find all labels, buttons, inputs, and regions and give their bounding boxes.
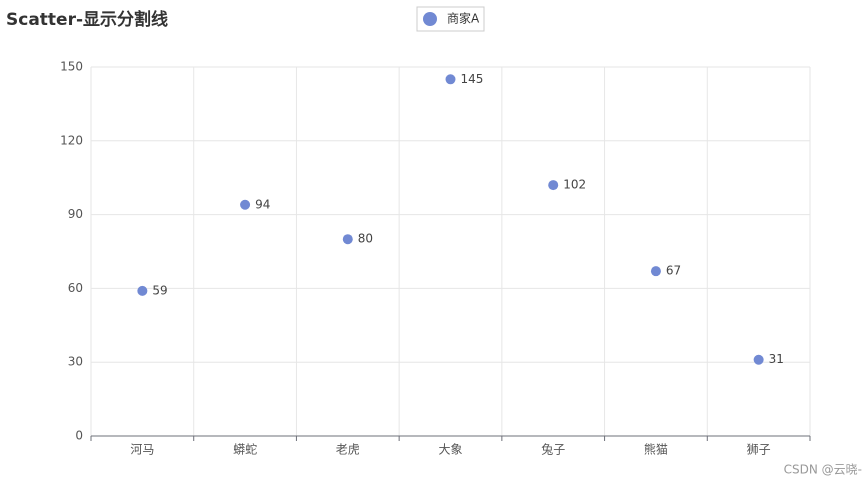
chart-title: Scatter-显示分割线: [6, 9, 168, 30]
y-tick-label: 60: [68, 281, 83, 295]
x-tick-label: 蟒蛇: [233, 442, 257, 457]
legend-symbol: [423, 12, 437, 26]
x-tick-label: 兔子: [541, 442, 565, 457]
x-tick-label: 狮子: [747, 443, 771, 457]
data-label: 94: [255, 197, 270, 211]
scatter-point: [548, 180, 559, 191]
scatter-point: [650, 266, 661, 277]
scatter-point: [753, 354, 764, 365]
data-label: 145: [461, 72, 484, 86]
y-tick-label: 30: [68, 355, 83, 369]
legend-label: 商家A: [447, 11, 480, 26]
legend-box: [416, 6, 485, 32]
x-tick-label: 河马: [130, 443, 154, 457]
data-label: 102: [563, 178, 586, 192]
data-label: 59: [152, 283, 167, 297]
data-label: 67: [666, 264, 681, 278]
data-label: 31: [769, 352, 784, 366]
x-tick-label: 熊猫: [644, 442, 668, 457]
y-tick-label: 90: [68, 207, 83, 221]
data-label: 80: [358, 232, 373, 246]
y-tick-label: 0: [75, 429, 83, 443]
y-tick-label: 150: [60, 60, 83, 74]
scatter-point: [342, 234, 353, 245]
scatter-point: [137, 285, 148, 296]
x-tick-label: 老虎: [336, 443, 360, 457]
watermark: CSDN @云晓-: [784, 463, 862, 477]
scatter-point: [240, 199, 251, 210]
x-tick-label: 大象: [438, 443, 462, 457]
scatter-point: [445, 74, 456, 85]
y-tick-label: 120: [60, 133, 83, 147]
